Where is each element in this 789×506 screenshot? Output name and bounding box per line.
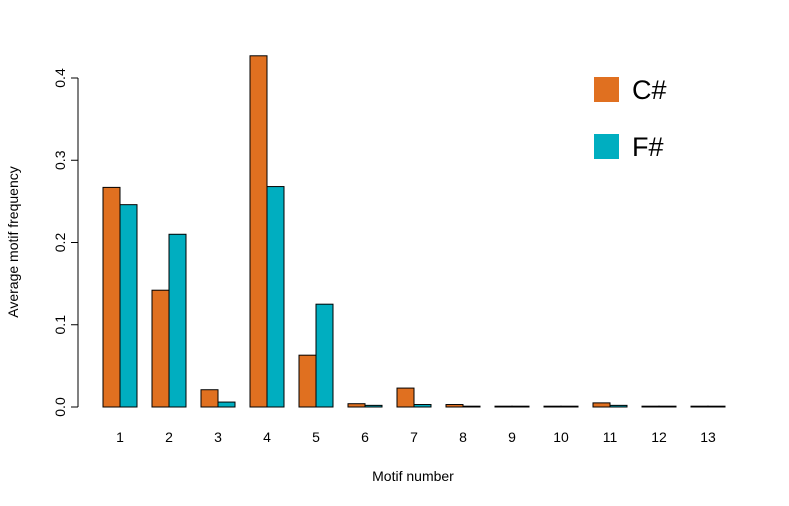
y-tick-label: 0.3 bbox=[52, 150, 68, 170]
x-tick-label: 4 bbox=[263, 429, 271, 445]
x-axis-ticks: 1 2 3 4 5 6 7 8 9 10 11 12 13 bbox=[116, 429, 716, 445]
bar-c-sharp-6 bbox=[347, 403, 366, 408]
bar-f-sharp-11 bbox=[609, 404, 628, 408]
y-tick-label: 0.0 bbox=[52, 397, 68, 417]
bar-c-sharp-3 bbox=[200, 389, 219, 408]
bar-c-sharp-4 bbox=[249, 55, 268, 408]
bar-c-sharp-10 bbox=[543, 405, 562, 408]
x-tick-label: 3 bbox=[214, 429, 222, 445]
x-tick-label: 6 bbox=[361, 429, 369, 445]
bar-c-sharp-12 bbox=[641, 405, 660, 408]
bar-f-sharp-10 bbox=[560, 405, 579, 408]
bars bbox=[102, 55, 726, 408]
x-tick-label: 13 bbox=[700, 429, 716, 445]
x-tick-label: 7 bbox=[410, 429, 418, 445]
bar-f-sharp-6 bbox=[364, 404, 383, 408]
bar-c-sharp-8 bbox=[445, 404, 464, 408]
bar-f-sharp-12 bbox=[658, 405, 677, 408]
x-tick-label: 10 bbox=[553, 429, 569, 445]
x-tick-label: 5 bbox=[312, 429, 320, 445]
bar-c-sharp-2 bbox=[151, 289, 170, 408]
bar-f-sharp-4 bbox=[266, 186, 285, 408]
bar-c-sharp-5 bbox=[298, 354, 317, 408]
legend-label: F# bbox=[632, 132, 664, 162]
x-tick-label: 1 bbox=[116, 429, 124, 445]
x-tick-label: 8 bbox=[459, 429, 467, 445]
bar-c-sharp-7 bbox=[396, 387, 415, 408]
x-tick-label: 11 bbox=[603, 429, 618, 445]
legend-swatch bbox=[594, 77, 619, 102]
y-tick-label: 0.2 bbox=[52, 233, 68, 253]
bar-c-sharp-1 bbox=[102, 186, 121, 408]
bar-f-sharp-3 bbox=[217, 401, 236, 408]
bar-f-sharp-7 bbox=[413, 404, 432, 408]
y-tick-label: 0.4 bbox=[52, 68, 68, 88]
x-axis-title: Motif number bbox=[372, 468, 454, 484]
bar-f-sharp-1 bbox=[119, 204, 138, 408]
x-tick-label: 9 bbox=[508, 429, 516, 445]
bar-f-sharp-13 bbox=[707, 405, 726, 408]
bar-c-sharp-11 bbox=[592, 402, 611, 408]
y-axis-title: Average motif frequency bbox=[5, 166, 21, 318]
y-tick-label: 0.1 bbox=[52, 315, 68, 335]
bar-c-sharp-9 bbox=[494, 405, 513, 408]
bar-c-sharp-13 bbox=[690, 405, 709, 408]
bar-f-sharp-8 bbox=[462, 405, 481, 408]
x-tick-label: 12 bbox=[651, 429, 667, 445]
x-tick-label: 2 bbox=[165, 429, 173, 445]
bar-f-sharp-9 bbox=[511, 405, 530, 408]
legend-label: C# bbox=[632, 75, 667, 105]
bar-f-sharp-5 bbox=[315, 303, 334, 408]
legend: C# F# bbox=[594, 75, 667, 162]
y-axis: 0.0 0.1 0.2 0.3 0.4 bbox=[52, 68, 79, 417]
bar-f-sharp-2 bbox=[168, 233, 187, 408]
legend-swatch bbox=[594, 134, 619, 159]
